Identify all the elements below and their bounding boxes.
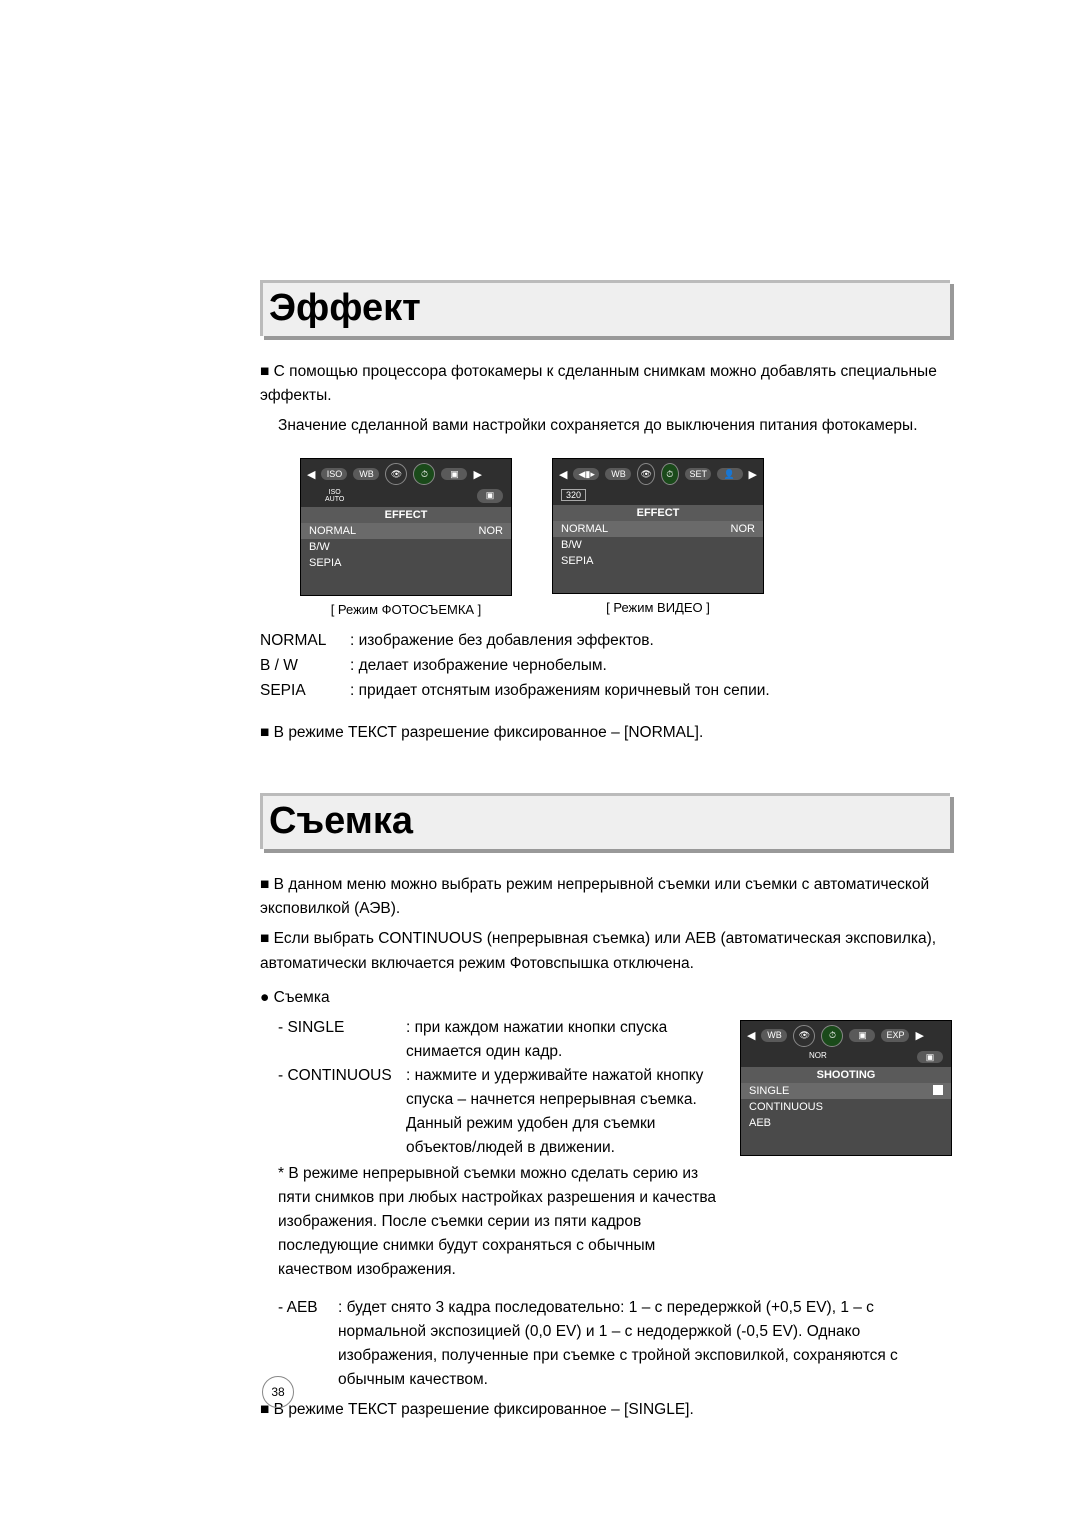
menu-label: AEB: [749, 1117, 771, 1129]
menu-item-bw: B/W: [301, 539, 511, 555]
iso-icon: ISO: [321, 468, 347, 481]
mode-aeb-term: - AEB: [278, 1296, 338, 1392]
screen-shooting: ◀ WB 👁 ⏱ ▣ EXP ▶ NOR ▣ SHOOTING SINGL: [740, 1020, 950, 1157]
menu-label: NORMAL: [561, 523, 608, 535]
wb-icon: WB: [605, 468, 631, 481]
mode-aeb-desc: : будет снято 3 кадра последовательно: 1…: [338, 1296, 950, 1392]
menu-label: B/W: [309, 541, 330, 553]
extra-icon: ▣: [477, 489, 503, 503]
menu-header: SHOOTING: [741, 1067, 951, 1083]
effect-definitions: NORMAL: изображение без добавления эффек…: [260, 629, 950, 703]
page-number: 38: [262, 1376, 294, 1408]
menu-item-bw: B/W: [553, 537, 763, 553]
left-arrow-icon: ◀: [307, 468, 315, 481]
size-icon: ◀▮▸: [573, 468, 599, 481]
wb-icon: WB: [353, 468, 379, 481]
right-arrow-icon: ▶: [473, 468, 481, 481]
timer-icon: ⏱: [821, 1025, 843, 1047]
menu-item-normal: NORMAL NOR: [553, 521, 763, 537]
icon-row: ◀ ISO WB 👁 ⏱ ▣ ▶: [301, 459, 511, 489]
menu-label: NORMAL: [309, 525, 356, 537]
intro-line-1: С помощью процессора фотокамеры к сделан…: [260, 360, 950, 408]
mode-single-desc: : при каждом нажатии кнопки спуска снима…: [406, 1016, 722, 1064]
star-note: * В режиме непрерывной съемки можно сдел…: [278, 1162, 722, 1282]
menu-tag: NOR: [731, 523, 755, 535]
right-arrow-icon: ▶: [749, 468, 757, 481]
focus-icon: 👁: [637, 463, 655, 485]
caption-photo: [ Режим ФОТОСЪЕМКА ]: [300, 602, 512, 617]
focus-icon: 👁: [793, 1025, 815, 1047]
mode-icon: ▣: [441, 468, 467, 481]
menu-item-sepia: SEPIA: [553, 553, 763, 569]
text-mode-note: В режиме ТЕКСТ разрешение фиксированное …: [260, 721, 950, 745]
intro-line-2: Значение сделанной вами настройки сохран…: [278, 414, 950, 438]
exp-icon: EXP: [881, 1029, 909, 1042]
res-320: 320: [561, 489, 586, 501]
mode-icon: ▣: [849, 1029, 875, 1042]
menu-header: EFFECT: [301, 507, 511, 523]
def-desc: : придает отснятым изображениям коричнев…: [350, 679, 770, 704]
screen-video: ◀ ◀▮▸ WB 👁 ⏱ SET 👤 ▶ 320 EFFECT NORMAL N…: [552, 458, 764, 617]
left-arrow-icon: ◀: [747, 1029, 755, 1042]
menu-label: SEPIA: [561, 555, 593, 567]
mode-single-term: - SINGLE: [278, 1016, 406, 1064]
extra-icon: ▣: [917, 1051, 943, 1064]
menu-item-sepia: SEPIA: [301, 555, 511, 571]
menu-item-continuous: CONTINUOUS: [741, 1099, 951, 1115]
selected-icon: [933, 1085, 943, 1095]
menu-label: CONTINUOUS: [749, 1101, 823, 1113]
menu-item-aeb: AEB: [741, 1115, 951, 1131]
menu-label: SEPIA: [309, 557, 341, 569]
shoot-intro-1: В данном меню можно выбрать режим непрер…: [260, 873, 950, 921]
def-desc: : делает изображение чернобелым.: [350, 654, 607, 679]
menu-label: B/W: [561, 539, 582, 551]
icon-row: ◀ ◀▮▸ WB 👁 ⏱ SET 👤 ▶: [553, 459, 763, 489]
text-mode-note-2: В режиме ТЕКСТ разрешение фиксированное …: [260, 1398, 950, 1422]
menu-item-normal: NORMAL NOR: [301, 523, 511, 539]
mode-cont-term: - CONTINUOUS: [278, 1064, 406, 1160]
icon-row: ◀ WB 👁 ⏱ ▣ EXP ▶: [741, 1021, 951, 1051]
shoot-heading: Съемка: [260, 986, 950, 1010]
mode-cont-desc: : нажмите и удерживайте нажатой кнопку с…: [406, 1064, 722, 1160]
section-title-effect: Эффект: [260, 280, 950, 336]
def-desc: : изображение без добавления эффектов.: [350, 629, 654, 654]
def-term: SEPIA: [260, 679, 350, 704]
menu-header: EFFECT: [553, 505, 763, 521]
menu-item-single: SINGLE: [741, 1083, 951, 1099]
nor-label: NOR: [809, 1051, 827, 1064]
manual-page: Эффект С помощью процессора фотокамеры к…: [0, 0, 1080, 1528]
shoot-intro-2: Если выбрать CONTINUOUS (непрерывная съе…: [260, 927, 950, 975]
def-term: NORMAL: [260, 629, 350, 654]
timer-icon: ⏱: [661, 463, 679, 485]
iso-auto-label: ISO AUTO: [325, 489, 344, 503]
screens-row: ◀ ISO WB 👁 ⏱ ▣ ▶ ISO AUTO ▣ EFFECT NORMA…: [300, 458, 950, 617]
person-icon: 👤: [717, 468, 743, 481]
focus-icon: 👁: [385, 463, 407, 485]
screen-photo: ◀ ISO WB 👁 ⏱ ▣ ▶ ISO AUTO ▣ EFFECT NORMA…: [300, 458, 512, 617]
def-term: B / W: [260, 654, 350, 679]
shoot-modes-text: - SINGLE : при каждом нажатии кнопки спу…: [260, 1016, 722, 1282]
menu-label: SINGLE: [749, 1085, 789, 1097]
left-arrow-icon: ◀: [559, 468, 567, 481]
section-title-shooting: Съемка: [260, 793, 950, 849]
wb-icon: WB: [761, 1029, 787, 1042]
set-icon: SET: [685, 468, 711, 481]
right-arrow-icon: ▶: [915, 1029, 923, 1042]
timer-icon: ⏱: [413, 463, 435, 485]
menu-tag: NOR: [479, 525, 503, 537]
caption-video: [ Режим ВИДЕО ]: [552, 600, 764, 615]
